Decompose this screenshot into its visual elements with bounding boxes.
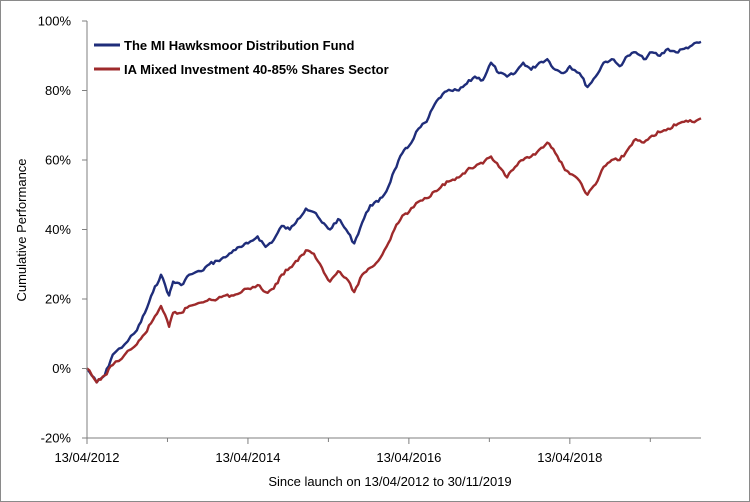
x-axis-ticks: 13/04/2012 13/04/2014 13/04/2016 13/04/2018 bbox=[54, 438, 651, 465]
series-line-hawksmoor bbox=[86, 40, 702, 384]
series-layer bbox=[86, 40, 702, 384]
x-axis-title: Since launch on 13/04/2012 to 30/11/2019 bbox=[268, 474, 511, 489]
x-tick-label: 13/04/2014 bbox=[215, 450, 280, 465]
x-tick-label: 13/04/2012 bbox=[54, 450, 119, 465]
x-tick-label: 13/04/2018 bbox=[537, 450, 602, 465]
legend-label-ia-sector: IA Mixed Investment 40-85% Shares Sector bbox=[124, 62, 389, 77]
y-tick-label: 20% bbox=[45, 292, 71, 307]
y-axis-title: Cumulative Performance bbox=[14, 158, 29, 301]
y-tick-label: 40% bbox=[45, 222, 71, 237]
y-tick-label: 0% bbox=[52, 361, 71, 376]
legend-label-hawksmoor: The MI Hawksmoor Distribution Fund bbox=[124, 38, 354, 53]
y-tick-label: -20% bbox=[41, 431, 72, 446]
y-tick-label: 100% bbox=[38, 14, 72, 29]
y-tick-label: 80% bbox=[45, 83, 71, 98]
legend: The MI Hawksmoor Distribution Fund IA Mi… bbox=[94, 38, 389, 77]
series-line-ia-sector bbox=[86, 117, 702, 384]
y-axis-ticks: -20% 0% 20% 40% 60% 80% 100% bbox=[38, 14, 87, 446]
y-tick-label: 60% bbox=[45, 153, 71, 168]
x-tick-label: 13/04/2016 bbox=[376, 450, 441, 465]
